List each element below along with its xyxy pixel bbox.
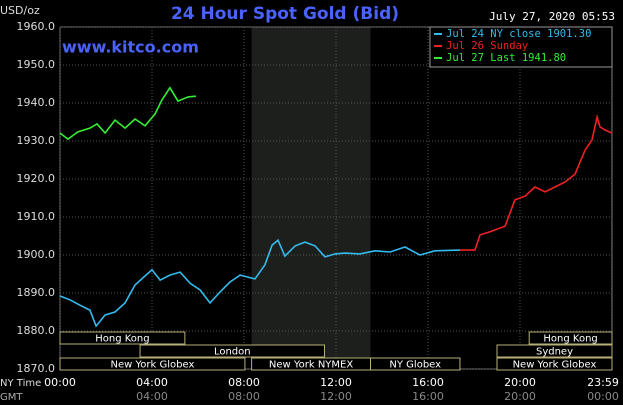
session-label: NY Globex xyxy=(389,360,441,371)
session-box xyxy=(139,344,325,358)
session-box xyxy=(59,357,246,371)
y-tick-label: 1880.0 xyxy=(17,324,56,337)
session-label: Sydney xyxy=(536,347,573,358)
legend-label: Jul 26 Sunday xyxy=(446,40,528,52)
legend-box xyxy=(429,26,613,68)
session-box xyxy=(528,331,613,345)
session-box xyxy=(370,357,461,371)
x-tick-label: 16:00 xyxy=(412,376,444,389)
series-line xyxy=(460,113,613,251)
y-tick-label: 1910.0 xyxy=(17,210,56,223)
session-label: Hong Kong xyxy=(543,334,597,345)
x2-tick-label: 08:00 xyxy=(228,390,260,403)
y-tick-label: 1940.0 xyxy=(17,96,56,109)
x-tick-label: 20:00 xyxy=(504,376,536,389)
x-row-label: NY Time xyxy=(0,378,41,389)
session-label: New York Globex xyxy=(513,360,597,371)
x-tick-label: 12:00 xyxy=(320,376,352,389)
y-tick-label: 1870.0 xyxy=(17,362,56,375)
x-tick-label: 00:00 xyxy=(44,376,76,389)
shade-layer xyxy=(251,27,371,369)
x2-tick-label: 00:00 xyxy=(587,390,619,403)
x-tick-label: 08:00 xyxy=(228,376,260,389)
x2-tick-label: 12:00 xyxy=(320,390,352,403)
session-box xyxy=(59,331,186,345)
session-label: New York Globex xyxy=(111,360,195,371)
overlay-layer: 24 Hour Spot Gold (Bid) USD/oz July 27, … xyxy=(0,4,619,403)
series-line xyxy=(59,238,461,328)
series-line xyxy=(59,86,196,141)
watermark: www.kitco.com xyxy=(62,38,199,57)
x2-tick-label: 04:00 xyxy=(136,390,168,403)
session-label: New York NYMEX xyxy=(269,360,354,371)
x-tick-label: 23:59 xyxy=(587,376,619,389)
x-tick-label: 04:00 xyxy=(136,376,168,389)
y-tick-label: 1900.0 xyxy=(17,248,56,261)
y-tick-label: 1890.0 xyxy=(17,286,56,299)
legend-label: Jul 27 Last 1941.80 xyxy=(446,52,566,64)
session-label: Hong Kong xyxy=(95,334,149,345)
y-tick-label: 1920.0 xyxy=(17,172,56,185)
timestamp: July 27, 2020 05:53 xyxy=(489,10,615,23)
shaded-range xyxy=(251,27,371,369)
x2-tick-label: 20:00 xyxy=(504,390,536,403)
chart-title: 24 Hour Spot Gold (Bid) xyxy=(171,4,399,24)
y-axis-label: USD/oz xyxy=(0,4,40,17)
y-tick-label: 1930.0 xyxy=(17,134,56,147)
session-box xyxy=(496,344,613,358)
x2-row-label: GMT xyxy=(0,392,23,403)
legend-label: Jul 24 NY close 1901.30 xyxy=(446,28,591,40)
y-tick-label: 1960.0 xyxy=(17,20,56,33)
lines-layer xyxy=(59,86,613,328)
y-tick-label: 1950.0 xyxy=(17,58,56,71)
x2-tick-label: 16:00 xyxy=(412,390,444,403)
session-label: London xyxy=(214,347,251,358)
session-box xyxy=(496,357,613,371)
